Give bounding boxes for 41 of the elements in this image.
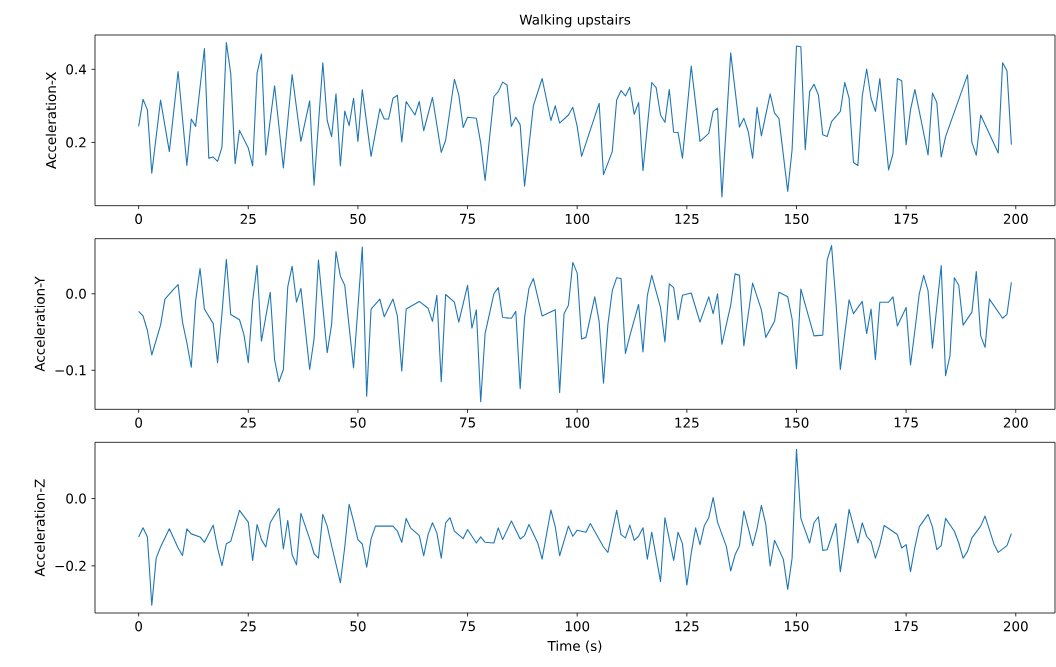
x-tick-label: 125 [675,621,699,632]
x-tick-label: 25 [240,417,256,428]
x-tick-label: 75 [460,213,475,224]
x-tick-label: 175 [894,417,918,428]
x-axis-title: Time (s) [547,640,602,653]
x-tick-label: 50 [350,213,366,225]
x-tick-label: 25 [240,621,256,632]
x-tick-label: 200 [1003,417,1028,428]
x-tick-label: 75 [460,417,475,428]
line-series [138,448,1012,606]
x-tick-label: 150 [785,621,809,632]
y-tick-label: −0.2 [55,560,86,571]
y-tick-label: 0.0 [66,493,86,504]
y-axis-title: Acceleration-X [45,72,57,169]
x-tick-label: 0 [135,213,143,225]
x-tick-label: 0 [135,621,143,632]
x-tick-label: 150 [785,417,809,428]
y-axis-title: Acceleration-Y [34,276,45,372]
x-tick-label: 175 [894,621,918,632]
x-tick-label: 200 [1003,213,1028,225]
x-tick-label: 0 [135,417,143,428]
y-tick-label: 0.2 [66,137,86,148]
line-series [138,42,1012,198]
y-tick-label: −0.1 [55,365,86,376]
x-tick-label: 50 [350,621,366,632]
chart-title: Walking upstairs [519,14,631,28]
x-tick-label: 175 [894,213,918,224]
x-tick-label: 100 [565,213,590,225]
x-tick-label: 125 [675,417,699,428]
x-tick-label: 100 [565,621,590,632]
y-tick-label: 0.4 [66,64,87,75]
x-tick-label: 75 [460,621,475,632]
y-axis-title: Acceleration-Z [34,479,45,577]
line-series [138,244,1012,403]
x-tick-label: 150 [785,213,809,225]
x-tick-label: 25 [240,213,256,225]
x-tick-label: 50 [350,417,366,428]
y-tick-label: 0.0 [66,288,86,299]
x-tick-label: 125 [675,213,699,225]
x-tick-label: 100 [565,417,590,428]
x-tick-label: 200 [1003,621,1028,632]
